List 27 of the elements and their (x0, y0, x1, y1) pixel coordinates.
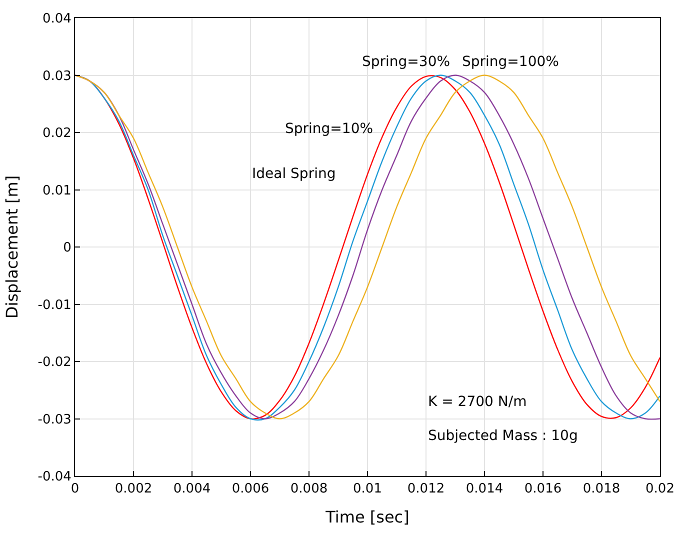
y-tick-label: -0.02 (38, 355, 72, 370)
y-tick-label: 0.03 (42, 68, 72, 84)
annotation: Subjected Mass : 10g (428, 428, 578, 444)
y-axis-title: Displacement [m] (2, 175, 22, 319)
annotation: K = 2700 N/m (428, 394, 527, 410)
y-tick-label: 0.01 (42, 183, 72, 198)
x-tick-label: 0.02 (646, 482, 674, 497)
x-tick-label: 0.006 (232, 482, 270, 497)
annotation: Spring=100% (462, 54, 559, 70)
x-tick-label: 0.016 (524, 482, 562, 497)
x-tick-label: 0.012 (407, 482, 445, 497)
x-axis-title: Time [sec] (324, 507, 410, 526)
annotation: Spring=30% (362, 54, 450, 70)
y-tick-label: -0.01 (38, 298, 72, 313)
y-tick-label: 0.04 (42, 12, 72, 27)
x-tick-label: 0.01 (353, 482, 382, 497)
x-tick-label: 0.004 (173, 482, 211, 497)
y-tick-label: 0 (63, 240, 72, 256)
x-tick-label: 0.018 (582, 482, 620, 497)
y-tick-label: -0.03 (38, 412, 72, 428)
y-tick-label: 0.02 (42, 126, 72, 142)
annotation: Ideal Spring (252, 166, 336, 182)
y-tick-label: -0.04 (38, 470, 72, 485)
x-tick-label: 0.008 (290, 482, 328, 497)
x-tick-label: 0.002 (114, 482, 152, 497)
x-tick-label: 0.014 (466, 482, 504, 497)
annotation: Spring=10% (285, 121, 374, 137)
